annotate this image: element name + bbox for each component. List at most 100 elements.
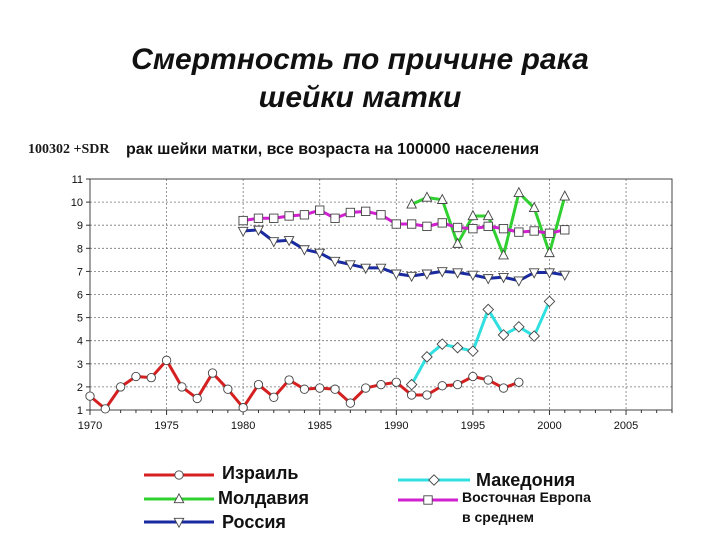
data-point-eastern-europe <box>498 224 509 234</box>
data-point-eastern-europe <box>483 221 493 232</box>
data-point-eastern-europe <box>238 215 248 226</box>
data-point-eastern-europe <box>315 205 325 215</box>
chart-title-line2: шейки матки <box>258 81 462 114</box>
data-point-eastern-europe <box>269 213 279 223</box>
legend-marker-russia <box>173 517 185 529</box>
x-tick-label: 1990 <box>384 420 408 432</box>
data-point-israel <box>146 373 156 383</box>
legend-marker-moldova <box>173 492 185 504</box>
data-point-macedonia <box>467 345 479 357</box>
data-point-israel <box>514 377 524 387</box>
data-point-eastern-europe <box>330 213 340 223</box>
data-point-macedonia <box>451 341 464 354</box>
chart-title-line1: Смертность по причине рака <box>131 43 589 76</box>
data-point-macedonia <box>543 295 556 308</box>
data-point-russia <box>406 271 418 283</box>
data-point-russia <box>375 263 387 275</box>
data-point-eastern-europe <box>437 218 447 228</box>
data-point-macedonia <box>421 351 433 363</box>
data-point-israel <box>345 398 356 408</box>
data-point-eastern-europe <box>560 225 570 235</box>
y-tick-label: 8 <box>77 243 83 255</box>
y-tick-label: 1 <box>77 405 83 417</box>
data-point-moldova <box>528 201 540 213</box>
data-point-macedonia <box>405 378 418 391</box>
data-point-moldova <box>482 209 494 221</box>
data-point-israel <box>100 404 110 414</box>
data-point-moldova <box>467 209 479 221</box>
data-point-russia <box>390 269 402 280</box>
legend-label-moldova: Молдавия <box>218 488 310 508</box>
data-point-israel <box>376 379 386 390</box>
data-point-israel <box>115 382 126 392</box>
data-point-israel <box>131 371 141 382</box>
data-point-macedonia <box>513 321 525 333</box>
data-point-russia <box>498 273 509 284</box>
data-point-russia <box>314 248 326 260</box>
data-point-israel <box>269 392 279 402</box>
data-point-moldova <box>513 186 525 198</box>
data-point-israel <box>437 381 447 391</box>
data-point-russia <box>344 260 356 271</box>
data-point-russia <box>452 268 464 279</box>
data-point-moldova <box>436 193 448 204</box>
y-tick-label: 10 <box>71 197 83 209</box>
data-point-russia <box>268 237 280 248</box>
data-point-eastern-europe <box>284 211 294 221</box>
legend-label-russia: Россия <box>222 512 286 532</box>
y-tick-label: 9 <box>77 220 83 232</box>
data-point-israel <box>468 371 478 382</box>
data-point-moldova <box>406 198 418 209</box>
data-point-russia <box>559 270 571 282</box>
data-point-israel <box>299 384 310 394</box>
data-point-eastern-europe <box>406 219 417 229</box>
data-point-eastern-europe <box>468 224 478 234</box>
x-tick-label: 2005 <box>614 420 638 432</box>
data-point-russia <box>253 225 264 236</box>
legend-label-eastern-europe-line2: в среднем <box>462 509 534 525</box>
legend-label-eastern-europe-line1: Восточная Европа <box>462 489 591 505</box>
x-tick-label: 1975 <box>154 420 178 432</box>
data-point-macedonia <box>528 330 540 342</box>
data-point-russia <box>513 276 525 287</box>
data-point-israel <box>498 383 509 393</box>
data-point-israel <box>361 383 371 393</box>
data-point-eastern-europe <box>376 210 386 220</box>
data-point-russia <box>421 269 433 280</box>
data-point-eastern-europe <box>391 219 401 229</box>
data-point-eastern-europe <box>422 221 432 232</box>
x-tick-label: 1995 <box>461 420 485 432</box>
data-point-russia <box>482 274 494 285</box>
data-point-israel <box>177 382 187 392</box>
x-tick-label: 2000 <box>537 420 561 432</box>
data-point-eastern-europe <box>452 222 463 233</box>
series-line-macedonia <box>410 300 551 386</box>
y-tick-label: 7 <box>77 266 83 278</box>
data-point-israel <box>422 390 432 400</box>
data-point-russia <box>329 256 341 268</box>
data-point-macedonia <box>482 303 495 316</box>
y-tick-label: 5 <box>77 313 83 325</box>
data-point-russia <box>467 270 479 282</box>
data-point-russia <box>237 226 249 238</box>
data-point-macedonia <box>436 338 449 351</box>
data-point-moldova <box>452 237 464 248</box>
y-tick-label: 6 <box>77 290 83 302</box>
data-point-russia <box>528 268 540 279</box>
y-tick-label: 11 <box>72 174 83 186</box>
data-point-israel <box>315 383 325 393</box>
x-tick-label: 1980 <box>231 420 255 432</box>
data-point-israel <box>238 403 248 413</box>
data-point-israel <box>406 390 417 400</box>
source-code: 100302 +SDR <box>28 142 110 157</box>
legend-label-israel: Израиль <box>222 463 299 483</box>
legend-marker-israel <box>174 470 184 480</box>
data-point-israel <box>483 375 493 385</box>
data-point-russia <box>544 268 555 279</box>
legend-marker-macedonia <box>428 474 440 486</box>
data-point-moldova <box>498 249 509 260</box>
data-point-moldova <box>544 246 555 258</box>
data-point-eastern-europe <box>299 210 310 220</box>
data-point-israel <box>284 375 294 385</box>
